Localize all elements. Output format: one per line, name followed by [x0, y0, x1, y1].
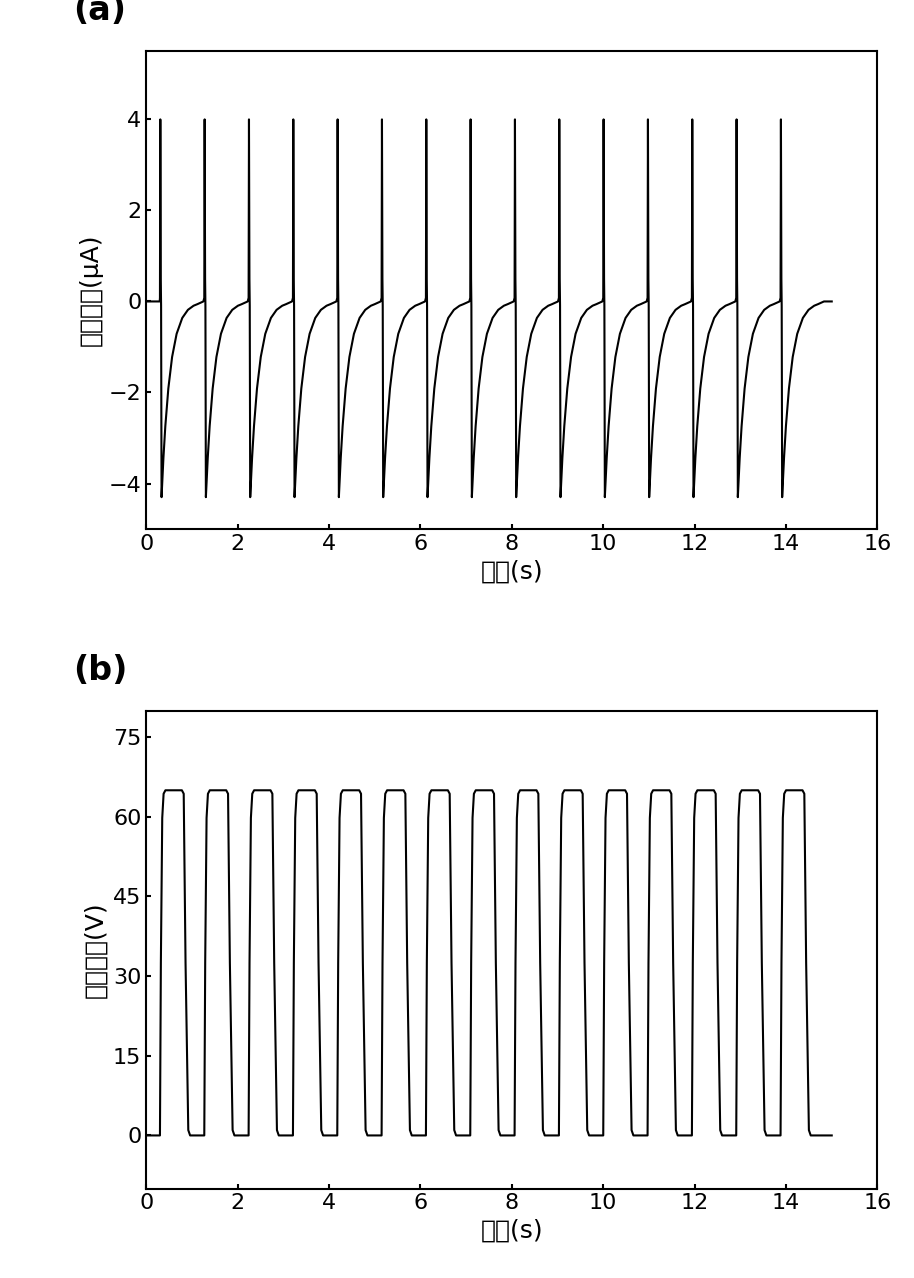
Text: (b): (b) — [73, 654, 127, 686]
Y-axis label: 短路电流(μA): 短路电流(μA) — [80, 234, 103, 346]
Text: (a): (a) — [73, 0, 126, 27]
Y-axis label: 开路电压(V): 开路电压(V) — [83, 901, 108, 998]
X-axis label: 时间(s): 时间(s) — [481, 1219, 543, 1243]
X-axis label: 时间(s): 时间(s) — [481, 560, 543, 584]
